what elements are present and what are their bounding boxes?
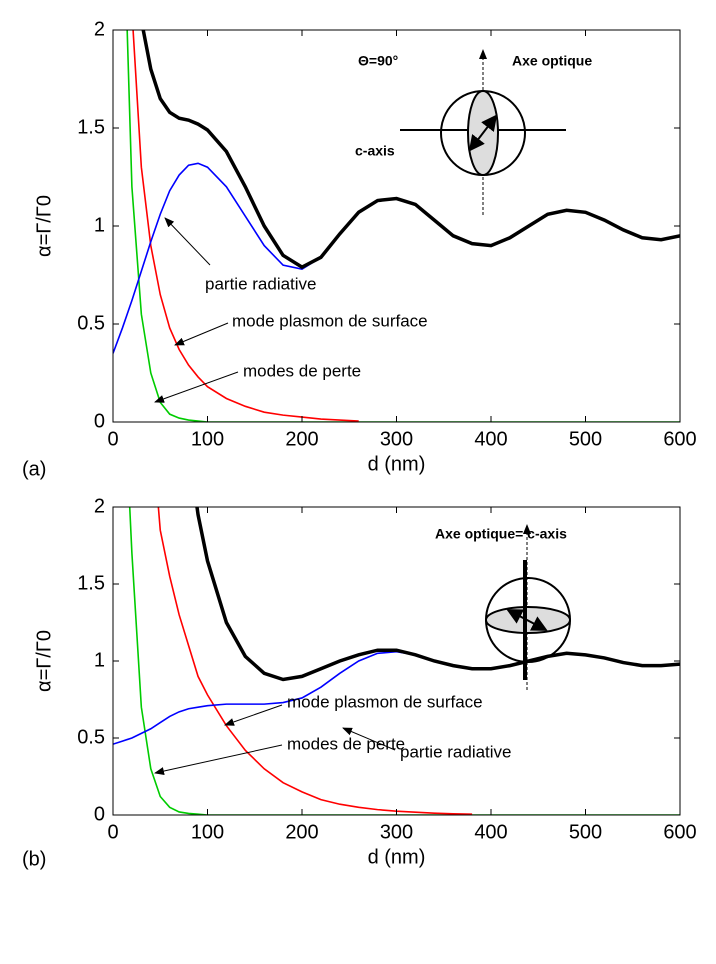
x-tick-label: 400 [474, 428, 507, 450]
y-tick-label: 1 [94, 649, 105, 671]
x-tick-label: 400 [474, 821, 507, 843]
y-tick-label: 0 [94, 803, 105, 825]
annotation: mode plasmon de surface [232, 311, 428, 330]
y-axis-label: α=Γ/Γ0 [33, 195, 55, 257]
y-tick-label: 2 [94, 18, 105, 40]
x-axis-label: d (nm) [368, 453, 426, 475]
x-tick-label: 600 [663, 821, 696, 843]
panel-label: (a) [22, 458, 46, 480]
x-tick-label: 200 [285, 428, 318, 450]
panel-label: (b) [22, 848, 46, 870]
y-tick-label: 1.5 [77, 116, 105, 138]
axes-frame [112, 29, 681, 423]
x-axis-label: d (nm) [368, 846, 426, 868]
line-series [126, 30, 680, 422]
x-tick-label: 500 [569, 428, 602, 450]
x-tick-label: 500 [569, 821, 602, 843]
x-tick-label: 100 [191, 821, 224, 843]
inset-label: Θ=90° [358, 53, 398, 69]
x-tick-label: 0 [107, 821, 118, 843]
y-axis-label: α=Γ/Γ0 [33, 630, 55, 692]
annotation: modes de perte [243, 361, 361, 380]
annotation-arrow [154, 371, 239, 403]
inset-label: Axe optique= c-axis [435, 526, 567, 542]
x-tick-label: 200 [285, 821, 318, 843]
plot-area [113, 507, 680, 815]
annotation-arrow [342, 727, 396, 751]
x-tick-label: 300 [380, 428, 413, 450]
annotation-arrow [224, 704, 283, 726]
y-tick-label: 0.5 [77, 726, 105, 748]
x-tick-label: 300 [380, 821, 413, 843]
line-series [141, 30, 680, 270]
line-series [132, 30, 359, 422]
annotation: partie radiative [400, 742, 512, 761]
x-tick-label: 600 [663, 428, 696, 450]
inset-diagram [400, 49, 566, 215]
line-series [157, 507, 473, 815]
x-tick-label: 0 [107, 428, 118, 450]
axes-frame [112, 506, 681, 816]
annotation-arrow [174, 322, 229, 346]
annotation: mode plasmon de surface [287, 692, 483, 711]
plot-area [113, 30, 680, 422]
annotation: modes de perte [287, 734, 405, 753]
y-tick-label: 1 [94, 214, 105, 236]
inset-label: Axe optique [512, 53, 592, 69]
inset-label: c-axis [355, 143, 395, 159]
annotation: partie radiative [205, 274, 317, 293]
x-tick-label: 100 [191, 428, 224, 450]
line-series [128, 507, 680, 815]
inset-diagram [485, 524, 571, 690]
y-tick-label: 0.5 [77, 312, 105, 334]
y-tick-label: 0 [94, 410, 105, 432]
annotation-arrow [164, 217, 211, 266]
y-tick-label: 1.5 [77, 572, 105, 594]
y-tick-label: 2 [94, 495, 105, 517]
annotation-arrow [154, 744, 283, 775]
line-series [195, 507, 680, 682]
